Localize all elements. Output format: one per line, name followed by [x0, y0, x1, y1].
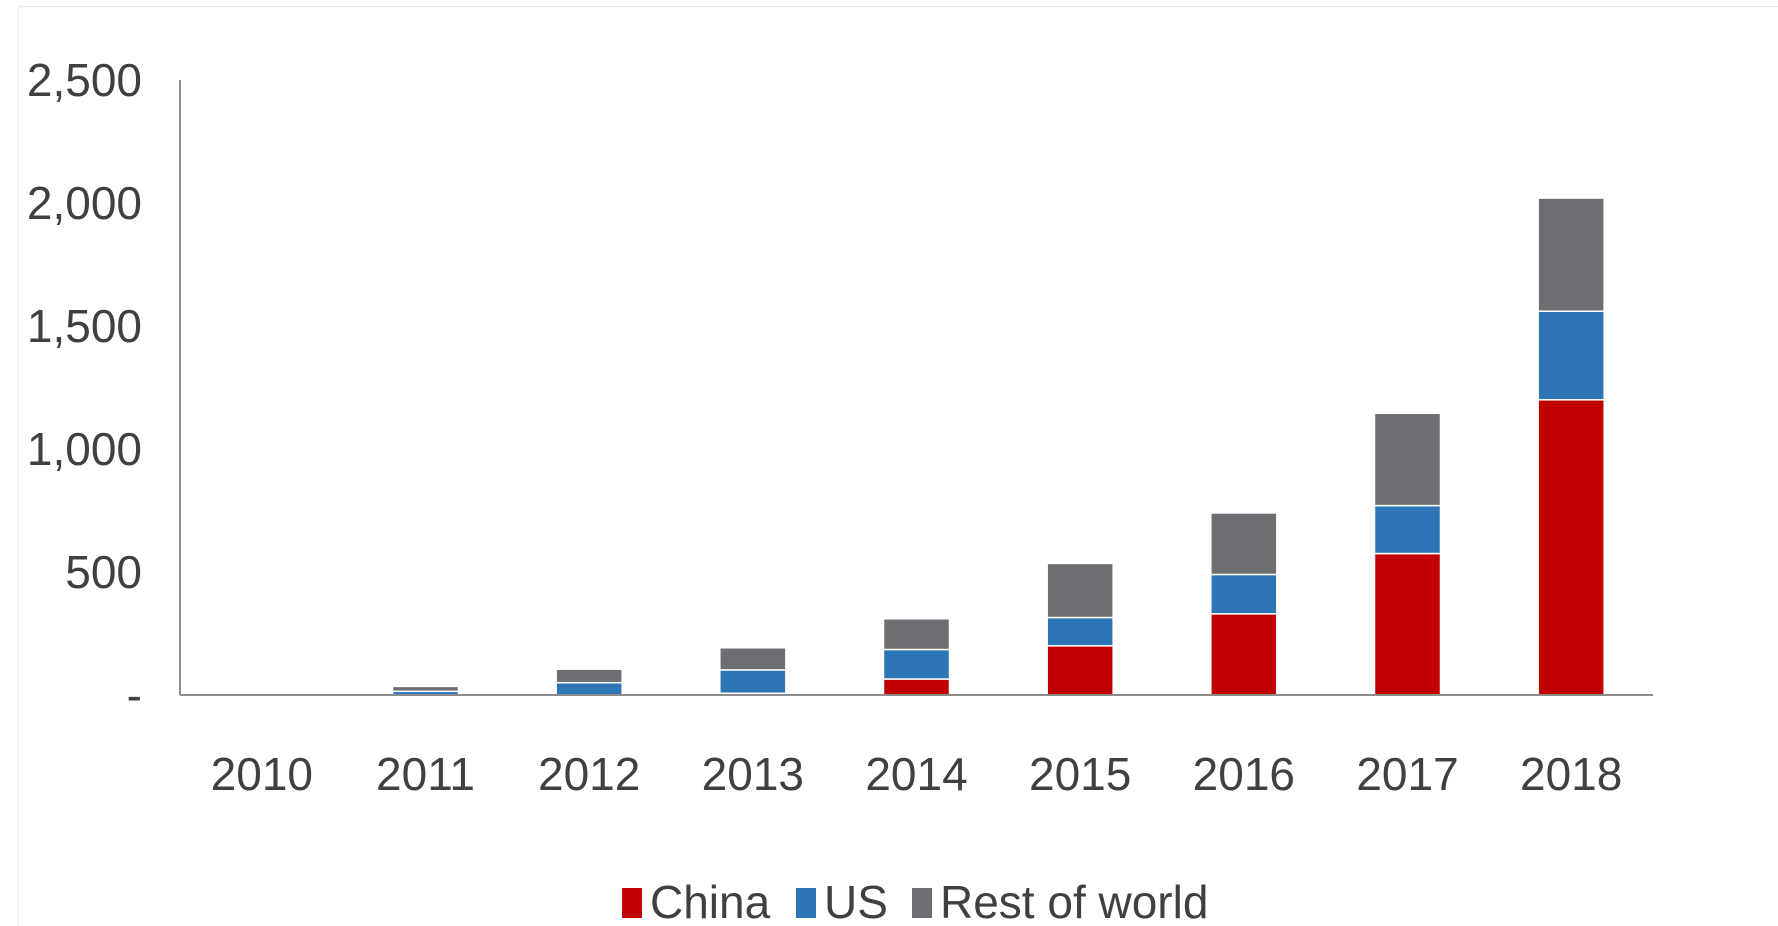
y-tick-label: 2,000 [27, 177, 142, 229]
legend-swatch [912, 888, 932, 918]
bar-segment [1537, 197, 1605, 312]
bar-segment [1046, 645, 1114, 696]
bar-segment [1537, 310, 1605, 401]
left-border [18, 6, 19, 926]
y-axis: - 500 1,000 1,500 2,000 2,500 [27, 54, 181, 721]
legend-label: China [650, 876, 771, 926]
top-border [18, 6, 1778, 7]
bar-segment [1373, 504, 1442, 555]
legend-swatch [796, 888, 816, 918]
legend: China US Rest of world [622, 876, 1208, 926]
bar-segment [1373, 552, 1442, 696]
y-tick-label: - [127, 669, 142, 721]
bar-segment [1046, 562, 1114, 619]
bar-segment [1046, 616, 1114, 647]
bar-segment [1210, 512, 1278, 576]
bar-segment [719, 647, 787, 671]
legend-label: US [824, 876, 888, 926]
bar-segment [882, 678, 951, 696]
x-tick-label: 2016 [1193, 748, 1295, 800]
x-tick-label: 2014 [865, 748, 967, 800]
bar-segment [882, 648, 951, 680]
x-tick-label: 2017 [1356, 748, 1458, 800]
x-tick-label: 2013 [702, 748, 804, 800]
bar-segment [882, 617, 951, 651]
x-tick-label: 2010 [211, 748, 313, 800]
bar-segment [719, 669, 787, 695]
bar-segment [1373, 412, 1442, 507]
x-axis: 2010 2011 2012 2013 2014 2015 2016 2017 2018 [180, 694, 1653, 800]
bars [228, 197, 1605, 696]
bar-segment [1210, 573, 1278, 615]
y-tick-label: 1,500 [27, 300, 142, 352]
y-tick-label: 1,000 [27, 423, 142, 475]
x-tick-label: 2018 [1520, 748, 1622, 800]
bar-segment [1210, 613, 1278, 696]
legend-swatch [622, 888, 642, 918]
legend-label: Rest of world [940, 876, 1208, 926]
y-tick-label: 2,500 [27, 54, 142, 106]
bar-segment [555, 668, 623, 684]
x-tick-label: 2011 [376, 748, 475, 800]
x-tick-label: 2015 [1029, 748, 1131, 800]
bar-segment [555, 681, 623, 696]
bar-segment [391, 685, 460, 693]
y-tick-label: 500 [65, 546, 142, 598]
bar-segment [1537, 399, 1605, 696]
x-tick-label: 2012 [538, 748, 640, 800]
